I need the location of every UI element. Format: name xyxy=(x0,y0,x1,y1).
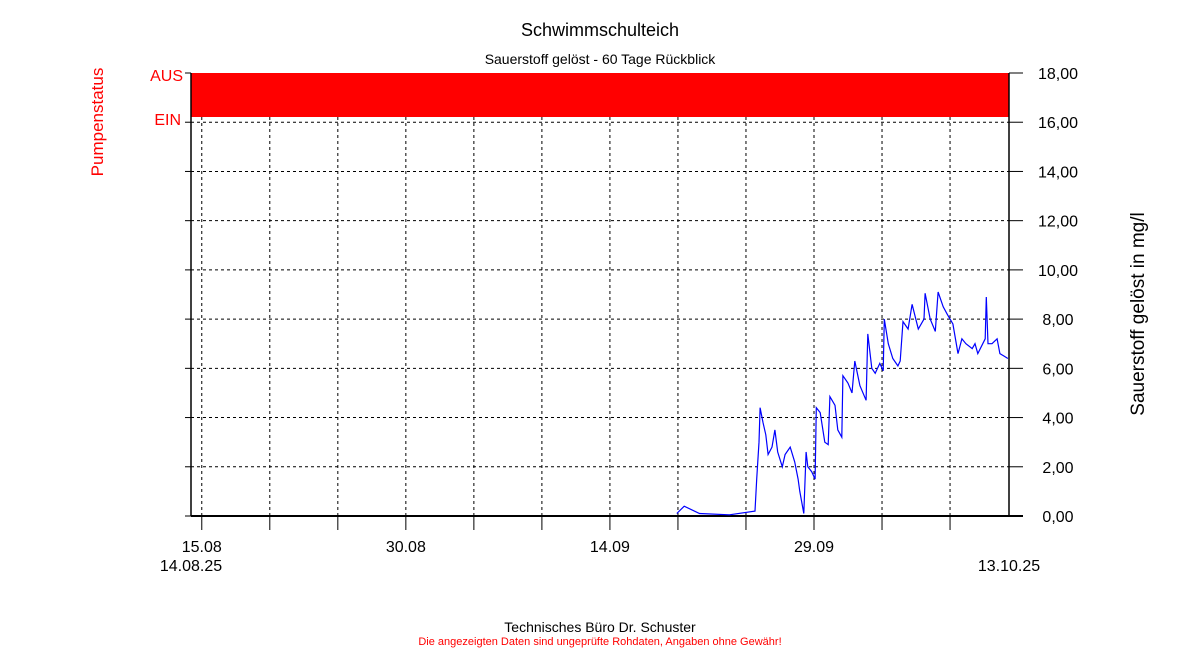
y-tick-label: 12,00 xyxy=(1038,214,1078,231)
x-tick-label: 15.08 xyxy=(182,539,222,556)
y-axis-label: Sauerstoff gelöst in mg/l xyxy=(1128,212,1149,415)
y-tick-label: 6,00 xyxy=(1042,361,1073,378)
pump-state-ein-label: EIN xyxy=(154,112,181,129)
y-tick-label: 18,00 xyxy=(1038,66,1078,83)
y-tick-label: 8,00 xyxy=(1042,312,1073,329)
y-tick-label: 10,00 xyxy=(1038,263,1078,280)
footer-company: Technisches Büro Dr. Schuster xyxy=(504,619,696,635)
footer-disclaimer: Die angezeigten Daten sind ungeprüfte Ro… xyxy=(418,636,781,648)
x-tick-label: 30.08 xyxy=(386,539,426,556)
grid xyxy=(191,117,1009,516)
chart-subtitle: Sauerstoff gelöst - 60 Tage Rückblick xyxy=(485,51,717,67)
x-ticks: 15.08 30.08 14.09 29.09 xyxy=(182,516,951,556)
oxygen-series-line xyxy=(676,291,1009,516)
chart-title: Schwimmschulteich xyxy=(521,20,679,40)
x-tick-label: 29.09 xyxy=(794,539,834,556)
y-tick-label: 14,00 xyxy=(1038,164,1078,181)
axes xyxy=(190,73,1023,517)
y-tick-label: 16,00 xyxy=(1038,115,1078,132)
range-end-label: 13.10.25 xyxy=(978,558,1040,575)
y-tick-label: 4,00 xyxy=(1042,411,1073,428)
y-ticks: 0,00 2,00 4,00 6,00 8,00 10,00 12,00 14,00 16,00… xyxy=(185,66,1078,526)
x-tick-label: 14.09 xyxy=(590,539,630,556)
series xyxy=(676,291,1009,516)
range-start-label: 14.08.25 xyxy=(160,558,222,575)
pump-status-band xyxy=(191,73,1009,117)
y-tick-label: 0,00 xyxy=(1042,509,1073,526)
y-tick-label: 2,00 xyxy=(1042,460,1073,477)
pump-state-aus-label: AUS xyxy=(150,68,183,85)
pump-status-axis-label: Pumpenstatus xyxy=(88,68,107,177)
